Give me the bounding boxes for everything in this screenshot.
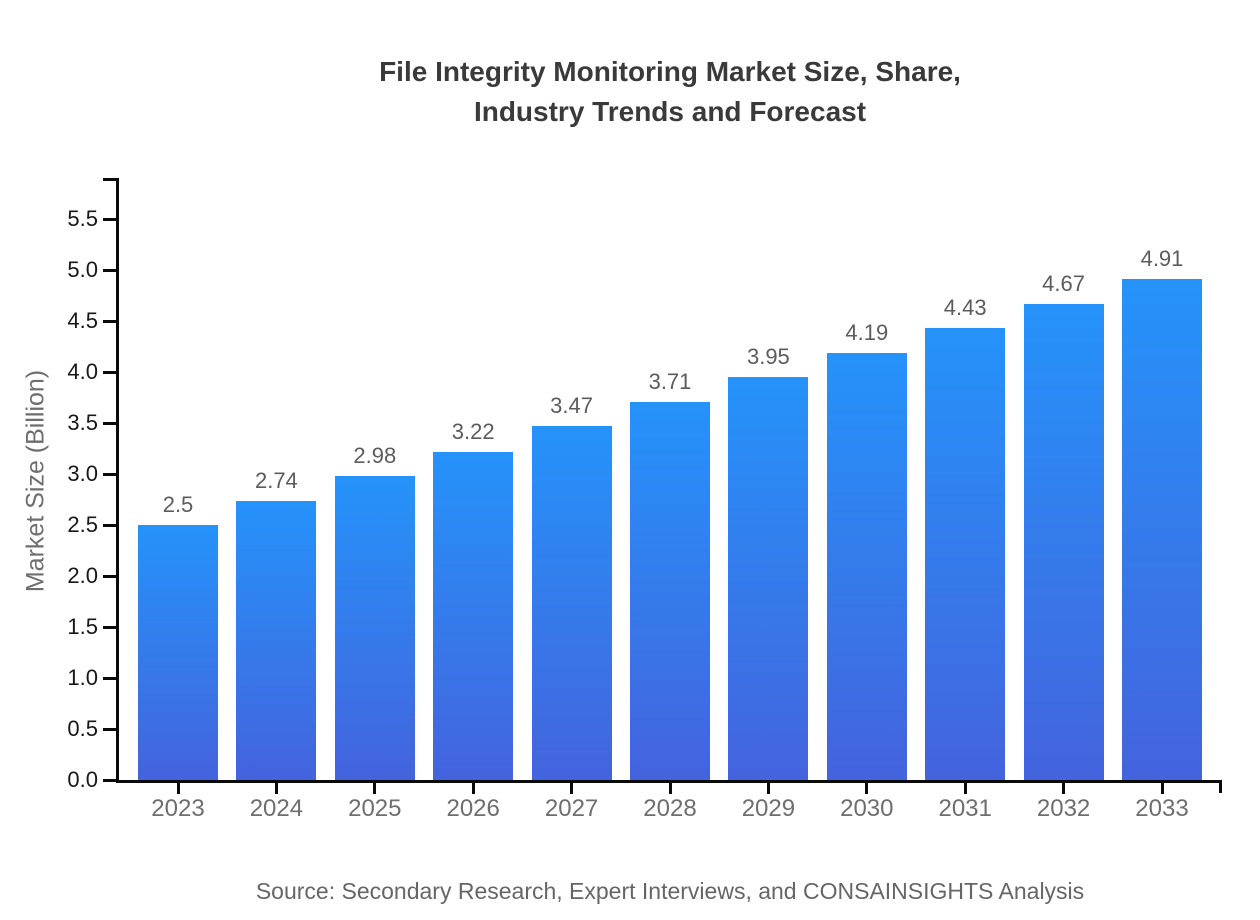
bar: [1023, 303, 1104, 780]
bar-value-label: 3.22: [451, 418, 495, 444]
y-tick-label: 0.0: [67, 767, 98, 792]
y-tick-label: 4.5: [67, 308, 98, 333]
bar: [531, 426, 612, 780]
y-tick-mark: [103, 218, 116, 221]
bar-value-label: 2.74: [254, 467, 298, 493]
bar-value-label: 3.47: [550, 393, 593, 419]
x-tick-label: 2032: [1036, 795, 1091, 822]
y-tick-mark: [103, 626, 116, 629]
y-tick-label: 2.5: [67, 512, 98, 537]
chart-title-line-2: Industry Trends and Forecast: [473, 96, 867, 127]
x-tick-label: 2029: [741, 795, 796, 822]
y-tick-label: 5.0: [67, 257, 98, 282]
x-tick-mark: [176, 783, 180, 794]
y-tick-mark: [103, 422, 116, 425]
x-axis-right-cap: [1219, 780, 1222, 793]
bar: [728, 377, 809, 780]
y-axis-line: [116, 178, 119, 783]
bar-value-label: 4.91: [1140, 246, 1184, 272]
bar: [826, 352, 907, 780]
x-tick-mark: [373, 783, 377, 794]
y-tick-label: 3.5: [67, 410, 98, 435]
x-tick-label: 2031: [938, 795, 992, 822]
x-tick-mark: [963, 783, 967, 794]
x-tick-mark: [668, 783, 672, 794]
y-tick-label: 1.0: [67, 665, 98, 690]
bar-value-label: 2.98: [353, 443, 397, 469]
y-tick-label: 3.0: [67, 461, 98, 486]
bar-value-label: 3.95: [746, 344, 790, 370]
x-tick-mark: [1160, 783, 1164, 794]
bar-value-label: 4.67: [1042, 270, 1085, 296]
x-tick-mark: [471, 783, 475, 794]
y-tick-label: 4.0: [67, 359, 98, 384]
x-tick-label: 2028: [643, 795, 697, 822]
bar: [334, 476, 415, 780]
chart-title: File Integrity Monitoring Market Size, S…: [118, 52, 1222, 132]
x-tick-label: 2025: [348, 795, 402, 822]
x-tick-label: 2026: [446, 795, 500, 822]
x-tick-mark: [274, 783, 278, 794]
y-tick-label: 1.5: [67, 614, 98, 639]
y-tick-mark: [103, 269, 116, 272]
y-tick-label: 0.5: [67, 716, 98, 741]
x-tick-label: 2030: [840, 795, 894, 822]
x-tick-mark: [1062, 783, 1066, 794]
source-caption: Source: Secondary Research, Expert Inter…: [255, 878, 1085, 904]
y-tick-mark: [103, 524, 116, 527]
bar-value-label: 4.43: [943, 295, 987, 321]
y-tick-mark: [103, 779, 116, 782]
bar: [138, 525, 218, 780]
x-tick-mark: [570, 783, 574, 794]
y-tick-mark: [103, 677, 116, 680]
y-axis-top-cap: [103, 178, 117, 181]
x-tick-mark: [766, 783, 770, 794]
y-tick-label: 2.0: [67, 563, 98, 588]
y-tick-mark: [103, 320, 116, 323]
bar-value-label: 2.5: [162, 492, 194, 517]
y-tick-mark: [103, 728, 116, 731]
x-tick-label: 2024: [249, 795, 304, 822]
chart-title-line-1: File Integrity Monitoring Market Size, S…: [379, 56, 961, 87]
bar: [1122, 279, 1202, 780]
x-tick-label: 2023: [151, 795, 205, 822]
y-tick-mark: [103, 575, 116, 578]
x-tick-label: 2033: [1135, 795, 1189, 822]
y-tick-mark: [103, 371, 116, 374]
bar: [630, 401, 710, 780]
x-axis-line: [116, 780, 1222, 783]
bar: [925, 328, 1006, 780]
y-tick-label: 5.5: [67, 206, 98, 231]
x-tick-mark: [865, 783, 869, 794]
bar-value-label: 3.71: [648, 368, 692, 394]
bar: [236, 500, 317, 780]
y-tick-mark: [103, 473, 116, 476]
x-tick-label: 2027: [544, 795, 599, 822]
bar-value-label: 4.19: [845, 319, 889, 345]
bar: [433, 451, 514, 780]
